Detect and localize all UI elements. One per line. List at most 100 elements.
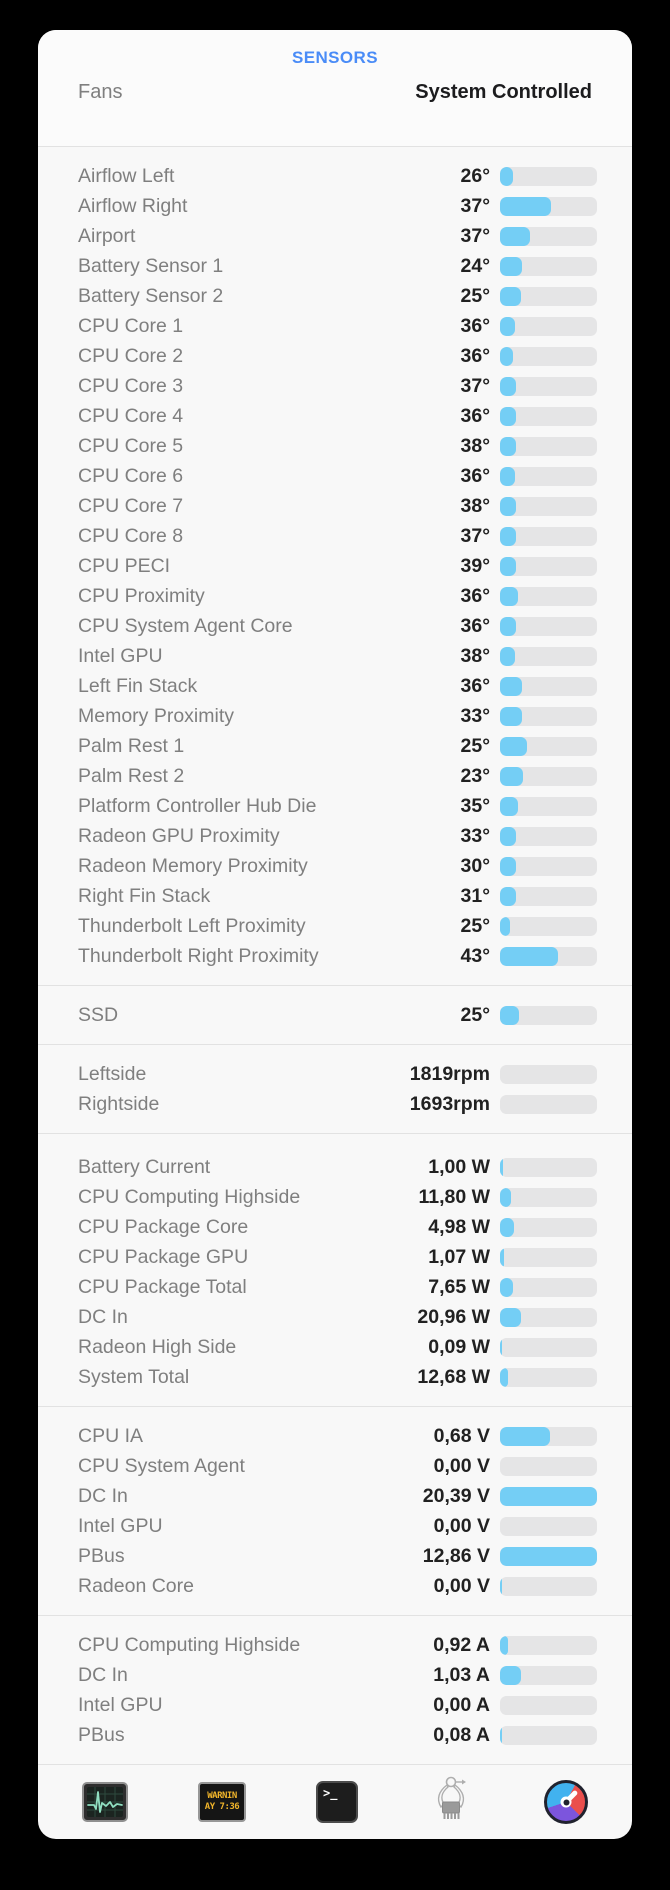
sensor-bar (500, 436, 597, 456)
sensor-value: 36° (460, 674, 491, 697)
chip-caliper-icon[interactable] (428, 1775, 474, 1830)
sensor-bar-fill (500, 1426, 551, 1446)
sensor-value: 36° (460, 584, 491, 607)
sensor-bar-fill (500, 1367, 508, 1387)
sensor-bar (500, 586, 597, 606)
sensor-label: Palm Rest 1 (78, 734, 185, 757)
sensor-value: 26° (460, 164, 491, 187)
sensor-bar-fill (500, 856, 517, 876)
sensor-label: Battery Sensor 1 (78, 254, 224, 277)
sensor-label: Thunderbolt Right Proximity (78, 944, 319, 967)
sensor-bar-fill (500, 586, 519, 606)
sensor-value: 25° (460, 1003, 491, 1026)
sensor-label: Thunderbolt Left Proximity (78, 914, 306, 937)
sensor-row: Airflow Left 26° (38, 161, 632, 191)
sensor-row: Palm Rest 2 23° (38, 761, 632, 791)
terminal-prompt-glyph: >_ (316, 1781, 358, 1823)
sensor-label: Rightside (78, 1092, 160, 1115)
sensor-value: 0,68 V (433, 1424, 490, 1447)
section-voltage: CPU IA 0,68 V CPU System Agent 0,00 V DC… (38, 1406, 632, 1615)
sensor-bar-fill (500, 1337, 502, 1357)
sensor-row: Leftside 1819rpm (38, 1059, 632, 1089)
sensor-value: 38° (460, 434, 491, 457)
sensor-row: CPU Computing Highside 0,92 A (38, 1630, 632, 1660)
sensor-row: Thunderbolt Right Proximity 43° (38, 941, 632, 971)
sensor-label: CPU Core 7 (78, 494, 184, 517)
sensor-value: 12,86 V (422, 1544, 490, 1567)
sensor-value: 0,00 A (433, 1693, 490, 1716)
sensor-row: CPU Core 5 38° (38, 431, 632, 461)
sensor-bar-fill (500, 736, 528, 756)
sensor-value: 12,68 W (417, 1365, 490, 1388)
sensor-bar-fill (500, 316, 515, 336)
sensor-bar (500, 1695, 597, 1715)
sensor-bar-fill (500, 1157, 503, 1177)
sensor-bar-fill (500, 1217, 514, 1237)
section-temperatures: Airflow Left 26° Airflow Right 37° Airpo… (38, 146, 632, 985)
sensor-label: Radeon GPU Proximity (78, 824, 280, 847)
sensor-label: CPU Package GPU (78, 1245, 249, 1268)
sensor-row: SSD 25° (38, 1000, 632, 1030)
sensor-row: CPU Package GPU 1,07 W (38, 1242, 632, 1272)
activity-graph-icon[interactable] (82, 1782, 128, 1822)
sensor-label: Leftside (78, 1062, 147, 1085)
sensor-label: Right Fin Stack (78, 884, 211, 907)
sensor-value: 1819rpm (409, 1062, 490, 1085)
sensor-label: CPU Core 1 (78, 314, 184, 337)
sensor-value: 36° (460, 344, 491, 367)
sensor-bar-fill (500, 1725, 502, 1745)
sensor-bar-fill (500, 1247, 504, 1267)
sensor-label: Battery Current (78, 1155, 211, 1178)
sensor-bar (500, 1247, 597, 1267)
sensor-label: CPU Package Total (78, 1275, 247, 1298)
sensor-bar-fill (500, 1005, 520, 1025)
sensor-bar (500, 1725, 597, 1745)
section-fans: Leftside 1819rpm Rightside 1693rpm (38, 1044, 632, 1133)
terminal-icon[interactable]: >_ (316, 1781, 358, 1823)
sensor-row: Battery Current 1,00 W (38, 1152, 632, 1182)
fans-mode-control[interactable]: System Controlled (415, 81, 592, 103)
warning-display-icon[interactable]: WARNIN AY 7:36 (198, 1782, 246, 1822)
sensors-popover: SENSORS Fans System Controlled Airflow L… (38, 30, 632, 1839)
warning-icon-line1: WARNIN (207, 1791, 237, 1801)
sensor-bar-fill (500, 886, 516, 906)
section-power: Battery Current 1,00 W CPU Computing Hig… (38, 1133, 632, 1406)
sensor-row: Thunderbolt Left Proximity 25° (38, 911, 632, 941)
fans-header-row: Fans System Controlled (38, 80, 632, 146)
sensor-row: Radeon Core 0,00 V (38, 1571, 632, 1601)
bottom-toolbar: WARNIN AY 7:36 >_ (38, 1764, 632, 1839)
sensor-bar-fill (500, 1576, 502, 1596)
sensor-row: Airflow Right 37° (38, 191, 632, 221)
sensor-label: System Total (78, 1365, 190, 1388)
sensor-row: DC In 20,96 W (38, 1302, 632, 1332)
sensor-label: CPU System Agent (78, 1454, 245, 1477)
sensor-bar (500, 706, 597, 726)
sensor-bar-fill (500, 256, 523, 276)
sensor-bar (500, 196, 597, 216)
sensor-row: CPU Core 2 36° (38, 341, 632, 371)
sensor-row: CPU IA 0,68 V (38, 1421, 632, 1451)
sensor-value: 36° (460, 314, 491, 337)
sensor-value: 36° (460, 464, 491, 487)
sensor-bar (500, 616, 597, 636)
sensor-value: 20,39 V (422, 1484, 490, 1507)
sensor-label: Radeon Memory Proximity (78, 854, 308, 877)
sensor-bar (500, 1546, 597, 1566)
sensor-bar (500, 1486, 597, 1506)
sensor-bar (500, 1307, 597, 1327)
sensor-row: Intel GPU 0,00 A (38, 1690, 632, 1720)
sensor-label: Intel GPU (78, 644, 163, 667)
section-ssd: SSD 25° (38, 985, 632, 1044)
sensor-bar (500, 1367, 597, 1387)
sensor-label: Intel GPU (78, 1693, 163, 1716)
sensor-bar (500, 1426, 597, 1446)
sensor-row: Battery Sensor 2 25° (38, 281, 632, 311)
sensor-label: CPU Proximity (78, 584, 205, 607)
gauge-icon[interactable] (544, 1780, 588, 1824)
sensor-bar (500, 1665, 597, 1685)
sensor-row: Intel GPU 38° (38, 641, 632, 671)
warning-icon-line2: AY 7:36 (204, 1802, 240, 1812)
sensor-bar-fill (500, 796, 519, 816)
popover-header: SENSORS Fans System Controlled (38, 30, 632, 146)
sensor-label: PBus (78, 1544, 125, 1567)
